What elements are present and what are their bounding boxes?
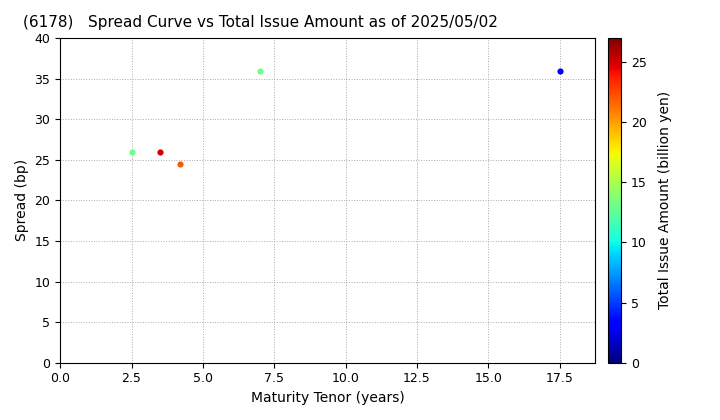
Point [126,148,138,155]
X-axis label: Maturity Tenor (years): Maturity Tenor (years) [251,391,405,405]
Point [154,148,166,155]
Point [174,160,186,167]
Text: (6178)   Spread Curve vs Total Issue Amount as of 2025/05/02: (6178) Spread Curve vs Total Issue Amoun… [23,15,498,30]
Point [554,67,565,74]
Y-axis label: Total Issue Amount (billion yen): Total Issue Amount (billion yen) [658,92,672,310]
Point [254,67,266,74]
Y-axis label: Spread (bp): Spread (bp) [15,159,29,242]
